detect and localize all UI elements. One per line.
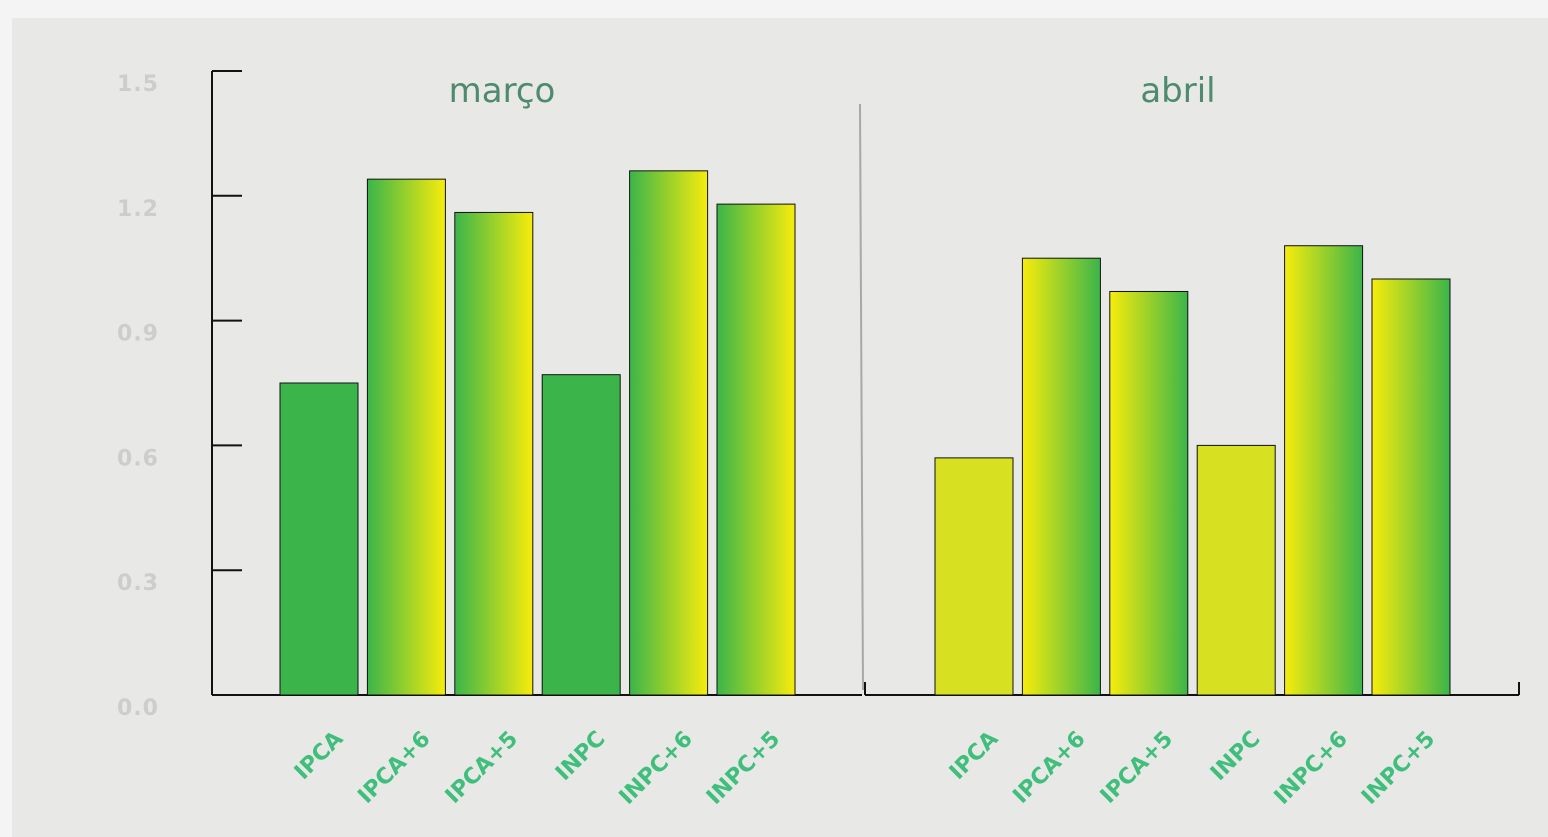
- bar: [1196, 444, 1276, 696]
- y-tick-label: 0.0: [117, 696, 159, 721]
- group-title: abril: [1140, 71, 1215, 111]
- category-label: INPC+5: [702, 727, 785, 810]
- category-label: INPC: [1206, 727, 1265, 786]
- category-label: IPCA+6: [353, 727, 435, 809]
- category-label: INPC: [551, 727, 610, 786]
- category-label: IPCA+6: [1008, 727, 1090, 809]
- category-label: IPCA+5: [1096, 727, 1178, 809]
- category-label: IPCA: [290, 727, 348, 785]
- category-label: INPC+5: [1357, 727, 1440, 810]
- chart-panel: 0.0 0.3 0.6 0.9 1.2 1.5 março IPCA IPCA+6 IPCA+5 I…: [12, 18, 1548, 837]
- group-title: março: [449, 71, 556, 111]
- y-tick-label: 1.2: [117, 197, 159, 222]
- category-label: IPCA: [945, 727, 1003, 785]
- group-divider: [859, 103, 864, 691]
- bar: [934, 457, 1014, 696]
- y-tick-label: 0.3: [117, 571, 159, 596]
- bar: [629, 170, 709, 696]
- bar: [279, 382, 359, 696]
- y-tick-label: 0.6: [117, 446, 159, 471]
- bar: [1021, 257, 1101, 696]
- bar: [454, 211, 534, 696]
- category-label: INPC+6: [615, 727, 698, 810]
- bar: [1371, 278, 1451, 696]
- bar: [716, 203, 796, 696]
- bars-layer: [279, 170, 1451, 696]
- bar: [366, 178, 446, 696]
- bar: [1284, 245, 1364, 696]
- category-label: IPCA+5: [441, 727, 523, 809]
- bar: [541, 374, 621, 696]
- category-label: INPC+6: [1270, 727, 1353, 810]
- y-tick-label: 0.9: [117, 322, 159, 347]
- bar: [1109, 290, 1189, 696]
- y-tick-label: 1.5: [117, 72, 159, 97]
